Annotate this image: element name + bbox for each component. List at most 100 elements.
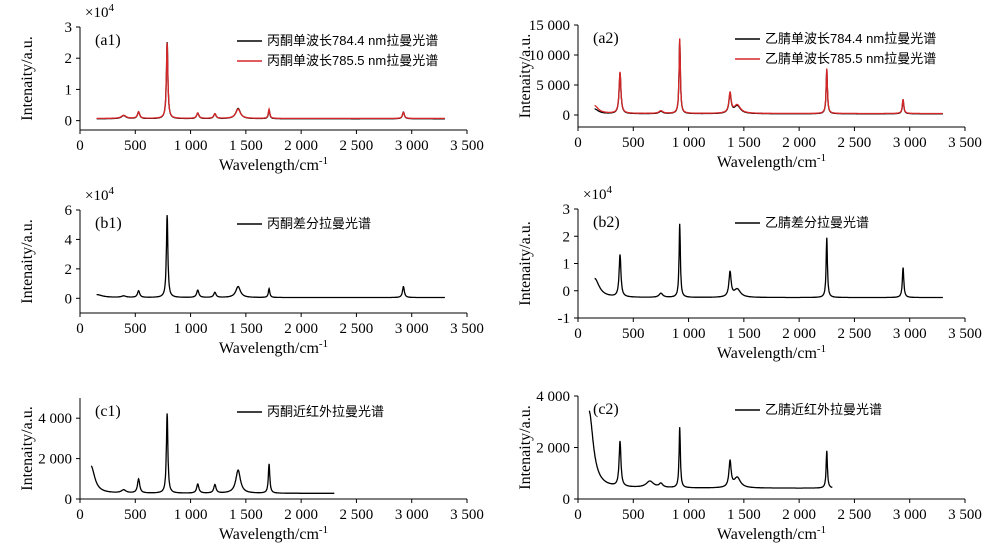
y-axis-label: Intenaity/a.u. <box>19 406 36 490</box>
legend-entry: 乙腈单波长785.5 nm拉曼光谱 <box>765 51 936 66</box>
x-tick-label: 500 <box>622 135 645 151</box>
x-tick-label: 1 000 <box>174 507 208 523</box>
scale-factor-exponent: 4 <box>108 2 114 14</box>
x-tick-label: 3 500 <box>450 321 484 337</box>
legend-entry: 乙腈单波长784.4 nm拉曼光谱 <box>765 31 936 46</box>
x-tick-label: 0 <box>574 507 582 523</box>
y-tick-label: 2 <box>563 229 571 245</box>
x-tick-label: 1 000 <box>672 507 706 523</box>
x-axis-label: Wavelength/cm-1 <box>717 524 826 543</box>
x-tick-label: 3 000 <box>395 507 429 523</box>
x-tick-label: 3 500 <box>948 326 982 342</box>
x-tick-label: 1 500 <box>229 321 263 337</box>
panel-label: (b2) <box>593 214 620 231</box>
legend-entry: 丙酮单波长784.4 nm拉曼光谱 <box>267 33 438 48</box>
x-tick-label: 3 500 <box>948 135 982 151</box>
y-tick-label: 4 000 <box>38 411 72 427</box>
y-axis-label: Intenaity/a.u. <box>19 219 36 303</box>
chart-panel-c2: 0 500 1 000 1 500 2 000 2 500 3 000 3 500 0 2 000… <box>517 389 982 543</box>
x-axis-label: Wavelength/cm-1 <box>717 343 826 362</box>
x-axis-label-superscript: -1 <box>817 152 826 164</box>
legend-entry: 乙腈差分拉曼光谱 <box>765 215 869 230</box>
y-tick-label: 1 <box>65 82 73 98</box>
x-tick-label: 3 500 <box>450 507 484 523</box>
x-axis-label-superscript: -1 <box>319 155 328 167</box>
y-axis-label: Intenaity/a.u. <box>19 36 36 120</box>
legend-entry: 乙腈近红外拉曼光谱 <box>765 402 882 417</box>
y-tick-label: 5 000 <box>536 78 570 94</box>
y-tick-label: 0 <box>563 284 571 300</box>
y-axis-label: Intenaity/a.u. <box>517 221 534 305</box>
x-tick-label: 0 <box>76 321 84 337</box>
y-tick-label: 0 <box>65 291 73 307</box>
x-axis-label: Wavelength/cm-1 <box>219 338 328 357</box>
chart-panel-b2: 0 500 1 000 1 500 2 000 2 500 3 000 3 500-10123… <box>517 184 982 362</box>
x-axis-label-superscript: -1 <box>817 343 826 355</box>
y-tick-label: 0 <box>65 492 73 508</box>
y-tick-label: 0 <box>65 114 73 130</box>
scale-factor-label: ×104 <box>85 2 114 21</box>
x-axis-label-superscript: -1 <box>817 524 826 536</box>
y-tick-label: 1 <box>563 257 571 273</box>
x-tick-label: 1 000 <box>672 326 706 342</box>
x-tick-label: 2 000 <box>284 507 318 523</box>
x-tick-label: 1 500 <box>229 507 263 523</box>
x-tick-label: 3 000 <box>893 135 927 151</box>
x-tick-label: 2 500 <box>838 135 872 151</box>
x-tick-label: 2 000 <box>284 321 318 337</box>
x-tick-label: 3 000 <box>893 326 927 342</box>
y-axis-label: Intenaity/a.u. <box>517 405 534 489</box>
x-tick-label: 0 <box>76 138 84 154</box>
y-tick-label: 4 <box>65 232 73 248</box>
y-axis-label: Intenaity/a.u. <box>517 34 534 118</box>
y-tick-label: 0 <box>563 492 571 508</box>
x-tick-label: 500 <box>124 138 147 154</box>
y-tick-label: -1 <box>558 311 571 327</box>
x-tick-label: 0 <box>76 507 84 523</box>
x-tick-label: 3 500 <box>450 138 484 154</box>
panel-label: (a1) <box>95 32 121 49</box>
x-axis-label: Wavelength/cm-1 <box>717 152 826 171</box>
x-axis-label-superscript: -1 <box>319 524 328 536</box>
series-line-2 <box>96 42 445 120</box>
series-line-1 <box>90 413 335 494</box>
chart-panel-b1: 0 500 1 000 1 500 2 000 2 500 3 000 3 500 0 2 4 6 ×1… <box>19 185 484 357</box>
x-tick-label: 1 500 <box>229 138 263 154</box>
y-tick-label: 15 000 <box>529 18 570 34</box>
series-line-1 <box>588 410 833 489</box>
x-tick-label: 1 000 <box>174 321 208 337</box>
x-tick-label: 0 <box>574 135 582 151</box>
panel-label: (a2) <box>593 30 619 47</box>
x-axis-label: Wavelength/cm-1 <box>219 524 328 543</box>
x-tick-label: 500 <box>124 507 147 523</box>
y-tick-label: 3 <box>563 202 571 218</box>
panel-label: (b1) <box>95 215 122 232</box>
panel-label: (c1) <box>95 403 121 420</box>
scale-factor-label: ×104 <box>85 185 114 204</box>
scale-factor-exponent: 4 <box>606 184 612 196</box>
y-tick-label: 2 <box>65 262 73 278</box>
x-axis-label-superscript: -1 <box>319 338 328 350</box>
legend-entry: 丙酮单波长785.5 nm拉曼光谱 <box>267 53 438 68</box>
x-tick-label: 2 000 <box>782 507 816 523</box>
x-tick-label: 2 500 <box>340 507 374 523</box>
x-tick-label: 1 000 <box>174 138 208 154</box>
x-tick-label: 2 500 <box>838 507 872 523</box>
x-tick-label: 1 500 <box>727 135 761 151</box>
x-tick-label: 0 <box>574 326 582 342</box>
chart-panel-a2: 0 500 1 000 1 500 2 000 2 500 3 000 3 500 0 5 000… <box>517 18 982 171</box>
y-tick-label: 2 <box>65 51 73 67</box>
scale-factor-label: ×104 <box>583 184 612 203</box>
x-tick-label: 1 000 <box>672 135 706 151</box>
x-tick-label: 3 000 <box>395 321 429 337</box>
y-tick-label: 2 000 <box>536 441 570 457</box>
x-tick-label: 500 <box>622 507 645 523</box>
series-line-2 <box>594 38 943 115</box>
panel-label: (c2) <box>593 401 619 418</box>
x-tick-label: 2 500 <box>340 138 374 154</box>
chart-panel-c1: 0 500 1 000 1 500 2 000 2 500 3 000 3 500 0 2 000… <box>19 398 484 543</box>
x-tick-label: 2 500 <box>340 321 374 337</box>
x-axis-label: Wavelength/cm-1 <box>219 155 328 174</box>
y-tick-label: 3 <box>65 20 73 36</box>
x-tick-label: 2 500 <box>838 326 872 342</box>
